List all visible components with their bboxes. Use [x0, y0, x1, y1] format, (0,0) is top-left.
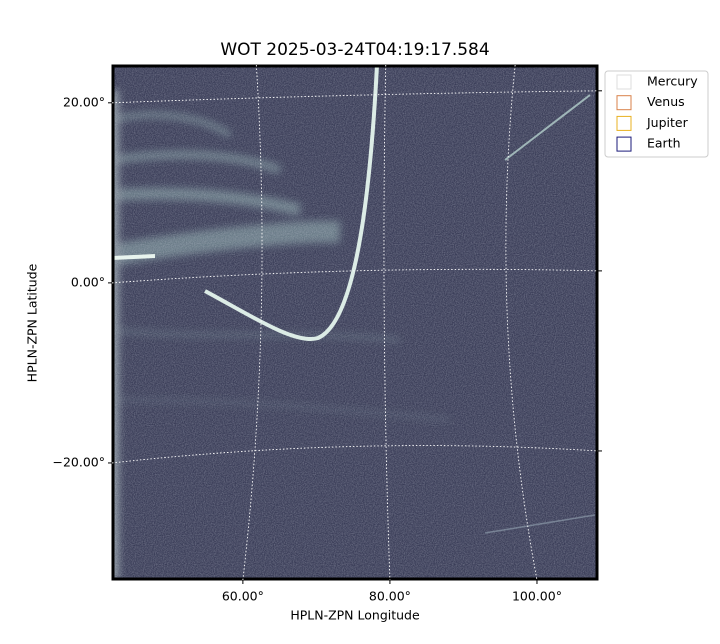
legend-box — [604, 70, 709, 158]
legend-label: Mercury — [647, 74, 698, 89]
y-axis-label: HPLN-ZPN Latitude — [25, 263, 40, 382]
legend-swatch — [616, 136, 632, 152]
legend-swatch — [616, 115, 632, 131]
y-tick-label: −20.00° — [52, 454, 105, 469]
legend-label: Jupiter — [646, 115, 689, 130]
legend-label: Venus — [647, 94, 685, 109]
y-tick-label: 0.00° — [71, 274, 105, 289]
grid-line — [111, 445, 599, 464]
x-tick-label: 80.00° — [369, 589, 411, 604]
grid-line — [505, 64, 538, 581]
axes-frame — [111, 64, 599, 581]
legend-swatch — [616, 95, 632, 111]
legend-label: Earth — [647, 136, 681, 151]
grid-line — [383, 64, 391, 581]
x-axis-label: HPLN-ZPN Longitude — [290, 608, 420, 623]
y-tick-label: 20.00° — [63, 94, 105, 109]
image — [112, 65, 598, 580]
grid-line — [242, 64, 263, 581]
legend-swatch — [616, 74, 632, 90]
x-tick-label: 100.00° — [512, 589, 562, 604]
grid-line — [111, 90, 599, 104]
chart-title: WOT 2025-03-24T04:19:17.584 — [220, 40, 489, 60]
legend: Mercury Venus Jupiter Earth — [604, 70, 709, 158]
x-tick-label: 60.00° — [222, 589, 264, 604]
grid-line — [111, 268, 599, 284]
